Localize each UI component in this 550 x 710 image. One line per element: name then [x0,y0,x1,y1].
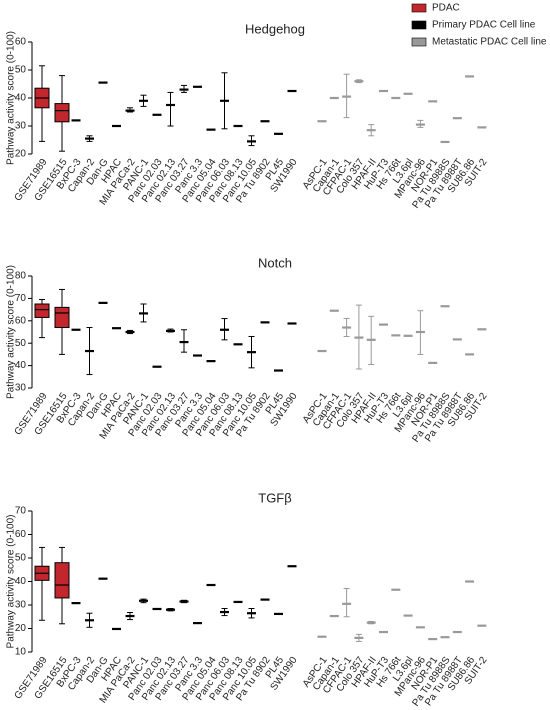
legend-swatch [411,3,427,13]
legend-label: Primary PDAC Cell line [432,20,536,31]
y-tick-label: 20 [15,149,27,160]
y-tick-label: 20 [15,623,27,634]
y-tick-label: 70 [15,506,27,517]
legend-label: PDAC [432,3,460,14]
box [54,306,70,329]
legend-swatch [411,20,427,30]
y-tick-label: 30 [15,121,27,132]
y-tick-label: 30 [15,600,27,611]
y-tick-label: 80 [15,271,27,282]
y-tick-label: 40 [15,93,27,104]
y-tick-label: 40 [15,360,27,371]
y-tick-label: 40 [15,576,27,587]
y-tick-label: 70 [15,293,27,304]
y-tick-label: 60 [15,37,27,48]
legend-label: Metastatic PDAC Cell line [432,37,547,48]
panel-title: Hedgehog [245,21,305,36]
y-axis-label: Pathway activity score (0-100) [6,265,17,399]
y-axis-label: Pathway activity score (0-100) [6,515,17,649]
panel-title: TGFβ [258,490,291,505]
box [34,303,50,318]
y-axis-label: Pathway activity score (0-100) [6,31,17,165]
box [54,562,70,599]
y-tick-label: 50 [15,65,27,76]
y-tick-label: 30 [15,383,27,394]
y-tick-label: 60 [15,315,27,326]
y-tick-label: 50 [15,338,27,349]
panel-title: Notch [258,255,292,270]
y-tick-label: 10 [15,647,27,658]
y-tick-label: 50 [15,553,27,564]
y-tick-label: 60 [15,529,27,540]
box [54,103,70,123]
legend-swatch [411,37,427,47]
